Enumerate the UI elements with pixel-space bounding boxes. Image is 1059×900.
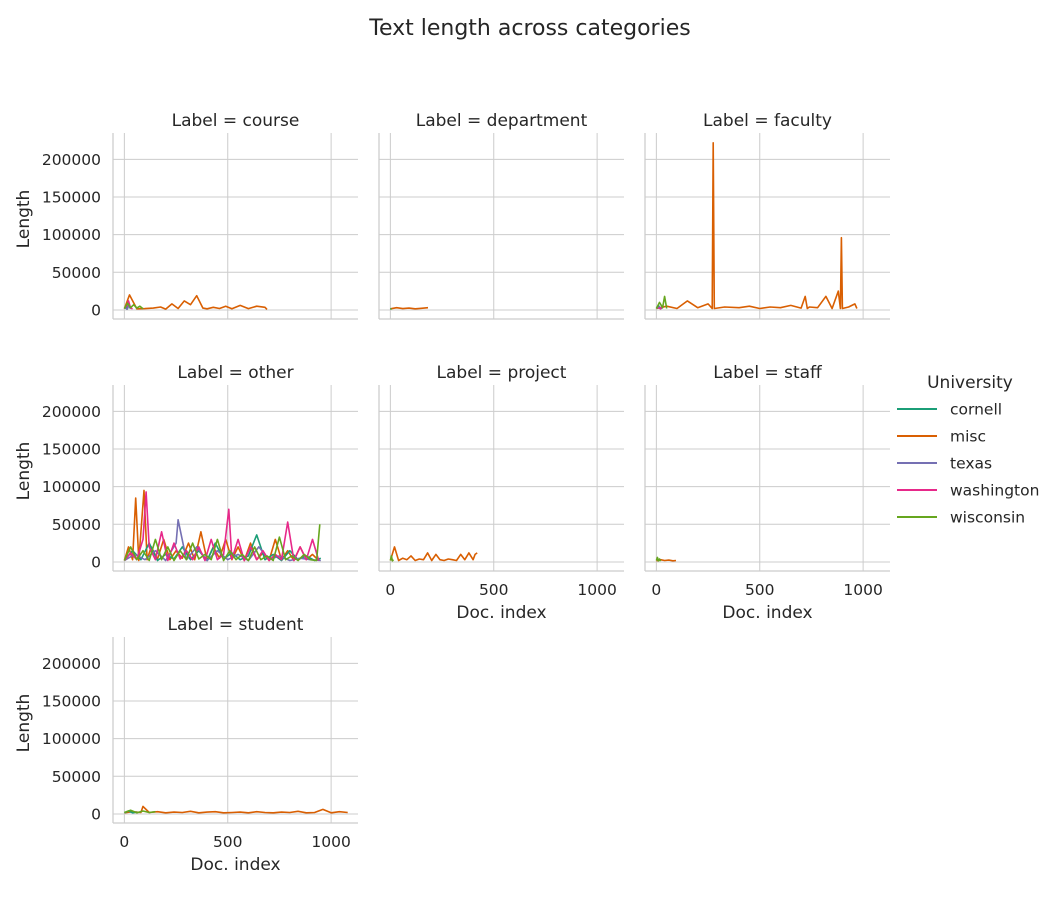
- y-tick-label: 200000: [42, 655, 101, 673]
- y-tick-label: 100000: [42, 226, 101, 244]
- facet-grid: Label = course050000100000150000200000Le…: [14, 111, 890, 875]
- series-line-misc: [123, 294, 268, 310]
- facet-title: Label = project: [437, 363, 567, 383]
- legend-label: wisconsin: [950, 509, 1025, 527]
- y-tick-label: 0: [91, 301, 101, 319]
- y-axis-label: Length: [14, 442, 34, 501]
- legend-label: washington: [950, 482, 1039, 500]
- facet-title: Label = student: [168, 615, 304, 635]
- y-tick-label: 100000: [42, 730, 101, 748]
- x-tick-label: 0: [119, 833, 129, 851]
- y-tick-label: 150000: [42, 441, 101, 459]
- y-tick-label: 0: [91, 553, 101, 571]
- facet-project: Label = project 0 500 1000 Doc. index: [378, 363, 624, 623]
- legend-item-wisconsin: wisconsin: [897, 509, 1025, 527]
- y-axis-label: Length: [14, 190, 34, 249]
- facet-student: Label = student 0 50000 100000 150000 200000 L…: [14, 615, 358, 875]
- x-axis-label: Doc. index: [722, 603, 812, 623]
- series-line-misc: [389, 546, 478, 562]
- y-tick-label: 150000: [42, 693, 101, 711]
- y-tick-label: 200000: [42, 151, 101, 169]
- series-line-wisconsin: [123, 524, 321, 562]
- x-tick-label: 0: [651, 581, 661, 599]
- facet-title: Label = department: [416, 111, 588, 131]
- legend-label: cornell: [950, 401, 1002, 419]
- x-tick-label: 0: [385, 581, 395, 599]
- x-axis-label: Doc. index: [190, 855, 280, 875]
- y-tick-label: 100000: [42, 478, 101, 496]
- series-line-wisconsin: [124, 809, 156, 814]
- facet-title: Label = faculty: [703, 111, 832, 131]
- x-tick-label: 1000: [843, 581, 882, 599]
- series-line-wisconsin: [655, 556, 662, 562]
- legend-label: misc: [950, 428, 986, 446]
- facet-department: Label = department: [378, 111, 624, 320]
- facet-course: Label = course 0 50000 100000 150000 200000 Le…: [14, 111, 358, 320]
- y-tick-label: 50000: [52, 264, 101, 282]
- facet-staff: Label = staff 0 500 1000 Doc. index: [644, 363, 890, 623]
- facet-title: Label = other: [177, 363, 293, 383]
- x-tick-label: 1000: [577, 581, 616, 599]
- legend-item-misc: misc: [897, 428, 986, 446]
- facet-title: Label = staff: [713, 363, 823, 383]
- facet-title: Label = course: [172, 111, 300, 131]
- legend-item-texas: texas: [897, 455, 992, 473]
- series-line-misc: [656, 142, 858, 310]
- x-tick-label: 1000: [311, 833, 350, 851]
- y-tick-label: 0: [91, 805, 101, 823]
- chart-title: Text length across categories: [368, 16, 690, 41]
- y-tick-label: 200000: [42, 403, 101, 421]
- series-line-wisconsin: [389, 555, 395, 562]
- y-tick-label: 50000: [52, 768, 101, 786]
- series-line-misc: [390, 306, 429, 310]
- facet-faculty: Label = faculty: [644, 111, 890, 320]
- legend: University cornell misc texas washington wisc…: [897, 373, 1039, 527]
- series-line-misc: [124, 805, 348, 814]
- series-line-washington: [123, 491, 320, 562]
- y-axis-label: Length: [14, 694, 34, 753]
- x-tick-label: 500: [213, 833, 243, 851]
- x-tick-label: 500: [745, 581, 775, 599]
- series-line-wisconsin: [655, 295, 668, 309]
- legend-label: texas: [950, 455, 992, 473]
- y-tick-label: 50000: [52, 516, 101, 534]
- x-tick-label: 500: [479, 581, 509, 599]
- facet-other: Label = other 0 50000 100000 150000 200000 Len…: [14, 363, 358, 572]
- y-tick-label: 150000: [42, 189, 101, 207]
- series-line-wisconsin: [123, 302, 144, 310]
- legend-item-washington: washington: [897, 482, 1039, 500]
- legend-item-cornell: cornell: [897, 401, 1002, 419]
- legend-title: University: [927, 373, 1013, 393]
- x-axis-label: Doc. index: [456, 603, 546, 623]
